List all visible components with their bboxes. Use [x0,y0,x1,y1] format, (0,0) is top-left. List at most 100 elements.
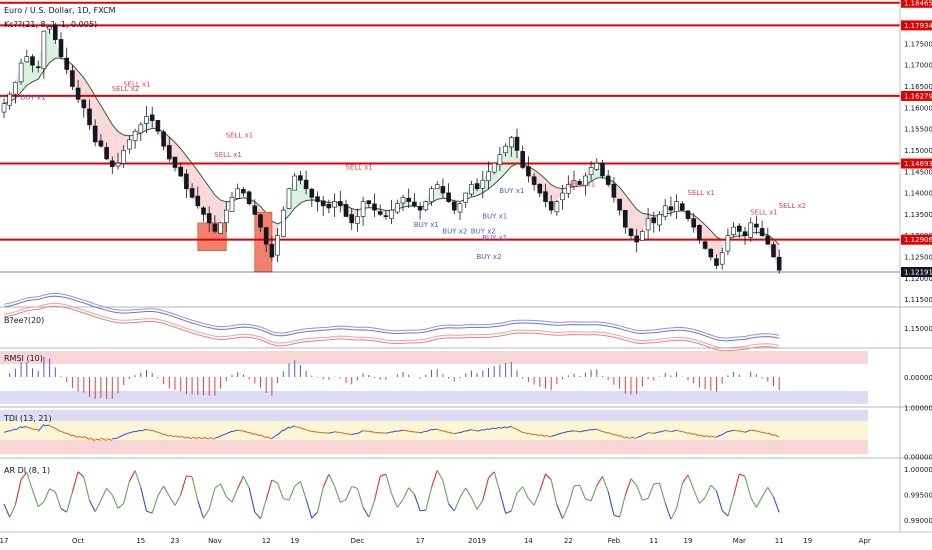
ardi-segment [265,479,273,500]
candle-body [759,228,765,236]
level-price-tag-label: 1.16279 [904,92,932,100]
tdi-segment [203,436,210,440]
ardi-segment [601,476,609,492]
tdi-segment [556,432,563,435]
candle-body [172,156,178,168]
ardi-legend: AR DI (8, 1) [4,466,50,475]
tdi-segment [676,429,683,433]
ardi-segment [624,478,632,496]
price-tick-label: 1.12500 [904,253,932,261]
tdi-segment [419,430,426,434]
tdi-pane[interactable]: TDI (13, 21) [0,406,932,454]
tdi-segment [522,431,529,435]
ardi-segment [413,494,421,511]
candle-body [81,99,87,109]
ardi-segment [214,483,221,489]
candle-body [87,108,92,126]
candle-body [149,114,155,121]
ardi-segment [642,497,649,501]
rmsi-pane[interactable]: RMSI (10) [0,347,932,404]
ardi-pane[interactable]: AR DI (8, 1) [0,457,932,520]
candle-body [167,145,172,160]
ardi-segment [328,474,336,487]
tdi-segment [721,430,729,436]
ardi-segment [254,511,261,520]
tdi-segment [659,429,666,433]
candle-body [127,139,132,150]
tdi-segment [294,426,301,429]
ardi-segment [619,495,626,518]
time-axis[interactable]: 17 Oct 15 23 Nov 12 19 Dec 17 2019 14 22 Feb 11 19 Mar 1… [0,537,871,545]
tdi-segment [15,425,22,431]
tdi-segment [516,428,523,434]
ardi-segment [237,476,244,489]
ardi-segment [476,500,484,510]
bollinger-pane[interactable]: B?ee?(20) [0,292,932,352]
tdi-middle-band [0,421,868,440]
time-tick-label: 22 [564,537,573,545]
ardi-segment [733,473,740,497]
candle-body [765,235,771,245]
tdi-segment [37,423,45,432]
ardi-segment [744,476,752,498]
tdi-segment [226,430,233,435]
level-price-tag [901,0,932,8]
ardi-segment [20,472,28,480]
ardi-segment [316,487,324,513]
tdi-legend: TDI (13, 21) [3,414,52,423]
price-tick-label: 1.13500 [904,211,932,219]
ardi-segment [151,495,159,514]
ardi-segment [351,486,358,489]
ardi-segment [288,485,296,501]
ardi-segment [379,473,387,477]
tdi-segment [699,434,706,438]
tdi-segment [265,436,273,440]
ardi-segment [248,487,256,513]
tdi-segment [585,428,592,432]
ardi-segment [505,510,512,514]
sell-signal-label: SELL x1 [687,189,715,197]
ardi-segment [94,500,102,512]
ardi-segment [242,476,250,488]
candle-body [417,206,423,211]
kc-fill-segment [214,195,221,232]
tdi-segment [533,433,540,437]
tdi-segment [682,431,689,434]
tdi-segment [169,434,176,438]
tdi-segment [300,427,307,431]
candle-body [349,214,355,224]
ardi-segment [647,483,655,499]
candle-body [75,87,81,100]
candle-body [41,30,47,70]
price-axis[interactable]: 1.15500 1.16000 1.16500 1.17000 1.17500 1.150… [901,0,932,304]
candle-body [70,70,75,87]
tdi-segment [476,429,483,432]
indicator-legend: Kc??(21, 8, 1, 1, 0.005) [4,20,97,29]
ardi-segment [687,474,695,490]
ardi-segment [77,471,85,478]
tdi-segment [739,430,746,433]
ardi-segment [220,483,227,497]
sub-pane-axes: 1.15000 0.00000 1.00000 0.00000 1.00000 0.995… [904,325,932,525]
tdi-segment [283,426,290,432]
sell-signal-label: SELL x1 [214,151,242,159]
ardi-segment [60,508,67,513]
tdi-segment [72,434,79,438]
ardi-segment [311,511,318,519]
ardi-segment [186,475,193,478]
ardi-segment [225,496,233,503]
horizontal-levels[interactable] [0,1,900,241]
candle-body [674,201,679,212]
candle-body [195,195,201,207]
level-price-tag [901,158,932,169]
ardi-segment [556,504,564,519]
buy-signal-label: BUY x1 [21,93,46,101]
ardi-segment [420,509,426,512]
candle-body [377,211,383,215]
tdi-segment [112,437,119,440]
tdi-segment [368,430,375,433]
ardi-segment [573,484,580,487]
candle-body [571,179,577,187]
